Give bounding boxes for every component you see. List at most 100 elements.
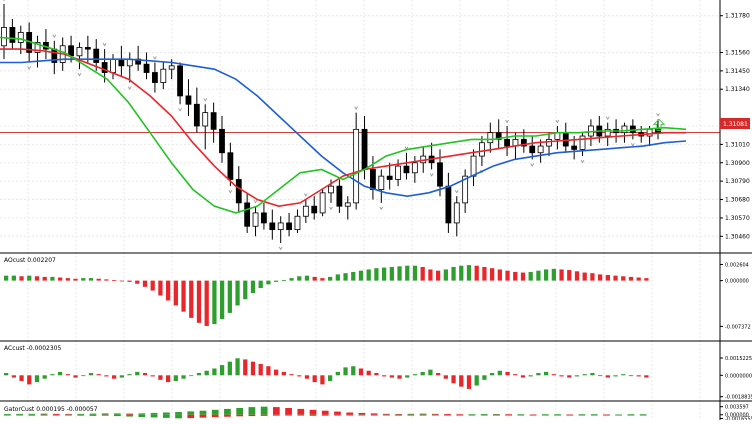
gator-panel (4, 406, 647, 419)
gator-lower-bar (603, 414, 610, 416)
fractal-marker (178, 108, 182, 112)
gator-lower-bar (40, 414, 48, 416)
histogram-bar (528, 271, 533, 281)
gator-lower-bar (468, 414, 476, 416)
histogram-bar (474, 375, 479, 386)
histogram-bar (590, 373, 595, 376)
histogram-bar (598, 375, 603, 377)
fractal-marker (454, 189, 459, 194)
candle-body (227, 152, 234, 180)
candle-body (177, 65, 183, 97)
gator-lower-bar (431, 414, 439, 416)
candle-body (269, 222, 276, 231)
gator-upper-bar (65, 414, 72, 415)
histogram-bar (382, 375, 387, 377)
candle-body (520, 138, 527, 147)
candle-body (235, 179, 242, 204)
candle-body (193, 103, 200, 127)
histogram-bar (636, 277, 641, 281)
histogram-bar (135, 280, 140, 284)
histogram-bar (621, 374, 626, 376)
candle-body (185, 95, 192, 105)
gator-lower-bar (138, 414, 146, 417)
indicator-tick-label: 0.003597 (725, 405, 749, 411)
histogram-bar (412, 374, 418, 376)
gator-lower-bar (541, 414, 549, 416)
gator-lower-bar (175, 414, 182, 419)
gator-upper-bar (346, 412, 354, 415)
candle-body (386, 175, 393, 180)
alligator-jaw-line (0, 58, 687, 198)
histogram-bar (50, 276, 55, 281)
histogram-bar (405, 265, 410, 281)
candle-body (286, 222, 292, 231)
gator-lower-bar (260, 414, 268, 416)
histogram-bar (397, 375, 402, 379)
histogram-bar (335, 274, 340, 281)
gator-upper-bar (4, 414, 11, 415)
histogram-bar (544, 269, 549, 281)
histogram-bar (204, 370, 209, 376)
histogram-bar (274, 369, 279, 376)
gator-upper-bar (456, 414, 464, 416)
gator-upper-bar (505, 414, 513, 416)
histogram-bar (358, 368, 364, 376)
histogram-bar (389, 266, 394, 281)
histogram-bar (204, 280, 209, 326)
candle-body (437, 162, 443, 187)
gator-lower-bar (272, 414, 280, 416)
histogram-bar (520, 272, 526, 281)
gator-upper-bar (236, 408, 244, 415)
histogram-bar (304, 375, 310, 379)
histogram-bar (281, 280, 286, 281)
histogram-bar (598, 274, 603, 281)
fractal-marker (379, 206, 384, 211)
candle-body (143, 63, 150, 73)
histogram-bar (173, 375, 178, 381)
histogram-bar (574, 271, 580, 281)
histogram-bar (173, 280, 178, 306)
gator-lower-bar (199, 414, 207, 418)
candle-body (495, 132, 502, 140)
gator-lower-bar (578, 414, 586, 416)
histogram-bar (88, 278, 94, 281)
candle-body (101, 62, 108, 73)
fractal-marker (304, 193, 308, 197)
candle-body (336, 185, 343, 207)
candle-body (546, 138, 552, 147)
gator-lower-bar (224, 414, 231, 417)
histogram-bar (351, 271, 356, 281)
gator-lower-bar (162, 414, 170, 418)
histogram-bar (58, 371, 63, 376)
candle-body (370, 169, 376, 190)
histogram-bar (65, 374, 70, 376)
gator-lower-bar (554, 414, 561, 416)
fractal-marker (505, 119, 509, 124)
histogram-bar (181, 280, 186, 312)
histogram-bar (274, 280, 279, 282)
fractal-marker (656, 113, 660, 117)
gator-upper-bar (187, 411, 195, 415)
histogram-bar (220, 280, 225, 320)
histogram-bar (258, 280, 263, 289)
current-price-label-bg (720, 118, 750, 129)
histogram-bar (490, 373, 495, 376)
gator-lower-bar (248, 414, 256, 417)
gator-lower-bar (456, 414, 464, 416)
candle-body (34, 42, 41, 53)
histogram-bar (397, 266, 402, 281)
gator-upper-bar (627, 414, 635, 416)
price-tick-label: 1.30900 (725, 160, 750, 167)
histogram-bar (420, 266, 425, 281)
histogram-bar (497, 370, 502, 376)
histogram-bar (181, 375, 186, 379)
candle-body (294, 215, 301, 231)
current-price-label: 1.31081 (723, 121, 748, 128)
gator-upper-bar (395, 414, 402, 415)
histogram-bar (536, 270, 541, 281)
gator-upper-bar (321, 410, 329, 415)
histogram-bar (227, 361, 232, 376)
gator-lower-bar (444, 414, 451, 416)
candle-body (244, 202, 251, 227)
